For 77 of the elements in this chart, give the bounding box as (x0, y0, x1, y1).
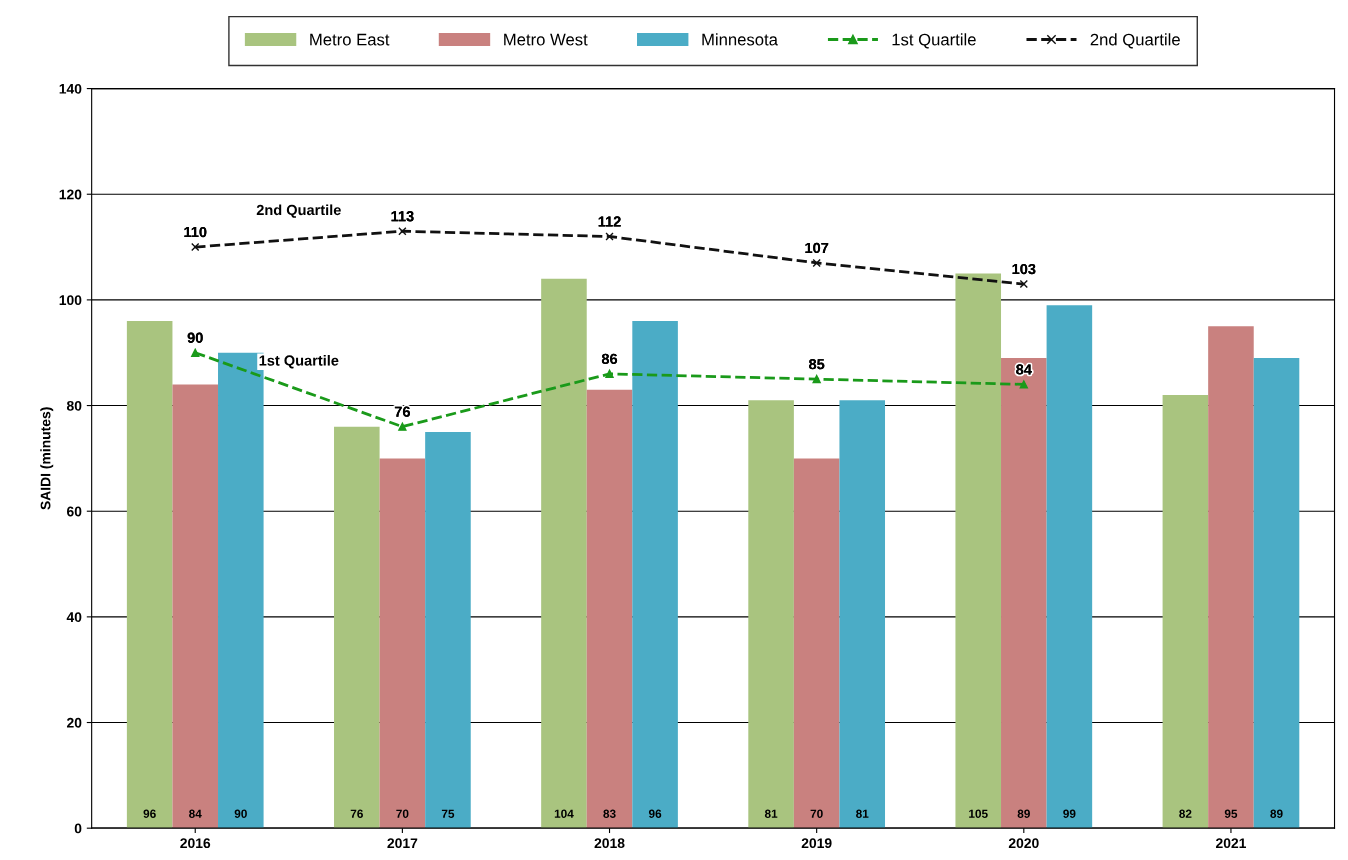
bar (126, 321, 173, 829)
data-label: 76 (394, 406, 410, 417)
y-tick-label: 40 (66, 612, 82, 623)
data-label: 112 (598, 216, 621, 227)
point (812, 258, 821, 268)
bar (1001, 358, 1047, 829)
data-label: 84 (189, 809, 202, 818)
point (812, 374, 821, 384)
point (605, 232, 614, 241)
data-label: 82 (1179, 809, 1192, 818)
data-label: 83 (603, 809, 616, 818)
data-label: 96 (143, 809, 156, 818)
data-label: 104 (554, 809, 574, 818)
bar (172, 384, 219, 829)
x-tick-label: 2017 (387, 838, 418, 849)
y-axis-title: SAIDI (minutes) (40, 407, 54, 510)
data-label: 70 (810, 809, 823, 818)
data-label: 84 (1016, 364, 1032, 375)
data-label: 113 (391, 211, 414, 222)
annotation: 2nd Quartile (256, 204, 341, 218)
y-tick-label: 80 (66, 400, 82, 411)
bar (793, 458, 840, 829)
legend-label: 1st Quartile (892, 33, 976, 49)
data-label: 86 (601, 353, 618, 365)
x-tick-label: 2019 (801, 838, 832, 849)
point (1019, 279, 1028, 289)
legend-label: Minnesota (702, 33, 778, 46)
data-label: 107 (805, 242, 829, 254)
bar (541, 278, 587, 829)
bar (1046, 305, 1093, 829)
data-label: 75 (441, 809, 455, 818)
annotation: 1st Quartile (259, 354, 339, 369)
bar (1253, 358, 1300, 829)
data-label: 105 (969, 809, 988, 818)
point (398, 422, 407, 431)
point (191, 348, 200, 357)
data-label: 89 (1270, 809, 1283, 818)
bar (632, 321, 678, 829)
data-label: 85 (809, 358, 825, 370)
data-label: 89 (1017, 809, 1030, 818)
bar (425, 431, 471, 829)
data-label: 81 (764, 809, 778, 818)
data-label: 95 (1224, 809, 1238, 818)
x-tick-label: 2021 (1215, 838, 1247, 849)
data-label: 70 (396, 809, 409, 818)
bar (748, 400, 794, 829)
data-label: 76 (350, 809, 363, 818)
y-tick-label: 100 (59, 295, 82, 306)
data-label: 96 (648, 809, 662, 818)
y-tick-label: 20 (66, 717, 82, 728)
y-tick-label: 120 (59, 189, 82, 200)
bar (379, 458, 426, 829)
legend-label: 2nd Quartile (1090, 33, 1180, 49)
bar (839, 400, 886, 829)
x-tick-label: 2016 (180, 838, 211, 849)
y-tick-label: 0 (74, 823, 82, 834)
bar (1162, 394, 1209, 829)
y-tick-label: 140 (59, 83, 82, 94)
bar (334, 426, 380, 829)
data-label: 103 (1012, 263, 1036, 275)
y-tick-label: 60 (67, 506, 82, 517)
bar (586, 389, 633, 829)
data-label: 81 (856, 809, 869, 818)
bar (1208, 326, 1254, 829)
legend-label: Metro East (310, 33, 390, 46)
x-tick-label: 2020 (1008, 838, 1039, 849)
legend-label: Metro West (504, 33, 588, 46)
data-label: 110 (184, 226, 207, 238)
data-label: 90 (187, 332, 203, 343)
point (605, 369, 614, 379)
x-tick-label: 2018 (594, 838, 625, 849)
bar (955, 273, 1002, 829)
data-label: 90 (234, 809, 247, 818)
point (191, 242, 200, 252)
point (398, 227, 407, 236)
data-label: 99 (1063, 809, 1076, 818)
point (1019, 380, 1028, 389)
